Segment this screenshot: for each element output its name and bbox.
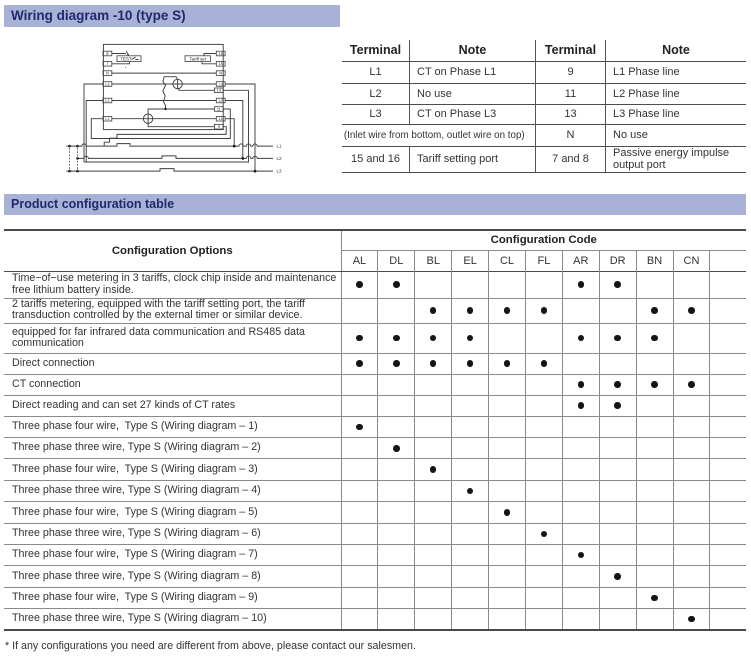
svg-text:9: 9 <box>218 125 220 129</box>
svg-text:L1: L1 <box>219 117 223 121</box>
svg-text:Tariff set: Tariff set <box>189 57 206 62</box>
svg-text:L3: L3 <box>219 82 223 86</box>
svg-text:8: 8 <box>106 52 108 56</box>
svg-text:L3: L3 <box>277 169 283 174</box>
svg-text:L1: L1 <box>277 144 283 149</box>
svg-text:13: 13 <box>217 89 221 93</box>
svg-text:15: 15 <box>219 62 223 66</box>
svg-text:TEST: TEST <box>120 57 132 62</box>
svg-text:L2: L2 <box>219 99 223 103</box>
svg-text:L3: L3 <box>105 82 109 86</box>
svg-text:N: N <box>219 72 222 76</box>
svg-text:L1: L1 <box>105 117 109 121</box>
svg-text:N: N <box>106 72 109 76</box>
svg-text:16: 16 <box>219 52 223 56</box>
svg-text:7: 7 <box>106 62 108 66</box>
svg-text:L2: L2 <box>277 156 283 161</box>
svg-text:11: 11 <box>217 107 221 111</box>
svg-text:L2: L2 <box>105 99 109 103</box>
